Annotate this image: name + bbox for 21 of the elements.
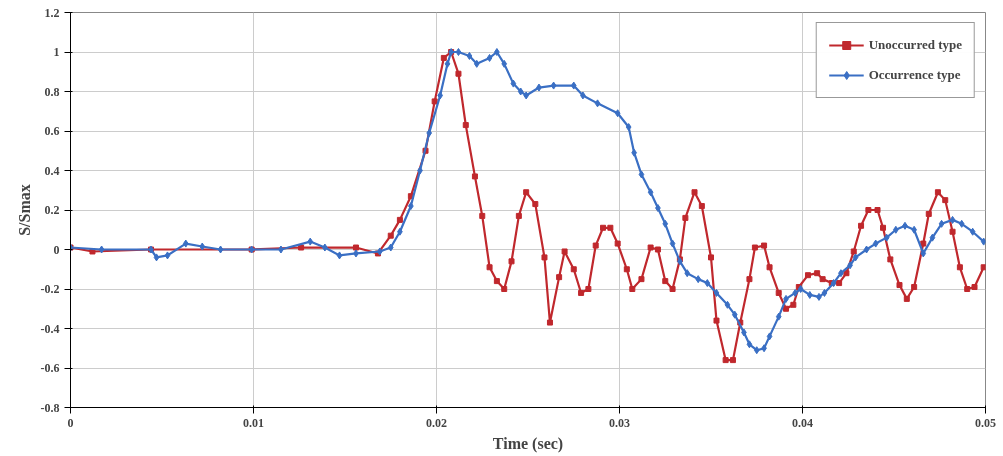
x-tick-label: 0.03 — [609, 415, 630, 430]
y-tick-label: 0.2 — [44, 203, 60, 217]
y-axis-title: S/Smax — [15, 184, 33, 236]
x-tick-label: 0.02 — [426, 415, 447, 430]
y-tick-label: 1 — [53, 45, 60, 59]
y-tick-label: -0.8 — [40, 400, 60, 415]
y-tick-label: -0.4 — [40, 321, 60, 336]
x-tick-label: 0.04 — [792, 415, 813, 430]
x-tick-label: 0 — [67, 415, 74, 430]
y-tick-label: 0.6 — [44, 124, 60, 138]
y-tick-label: 0 — [53, 242, 60, 257]
y-tick-label: -0.6 — [40, 361, 60, 375]
x-axis-title: Time (sec) — [492, 434, 564, 453]
y-tick-label: 0.8 — [44, 84, 60, 99]
legend-label: Unoccurred type — [868, 37, 962, 53]
y-tick-label: 1.2 — [44, 5, 60, 20]
y-tick-label: -0.2 — [40, 282, 60, 296]
x-tick-label: 0.05 — [975, 415, 996, 430]
x-tick-label: 0.01 — [243, 415, 264, 430]
legend-label: Occurrence type — [868, 67, 961, 83]
y-tick-label: 0.4 — [44, 163, 60, 178]
